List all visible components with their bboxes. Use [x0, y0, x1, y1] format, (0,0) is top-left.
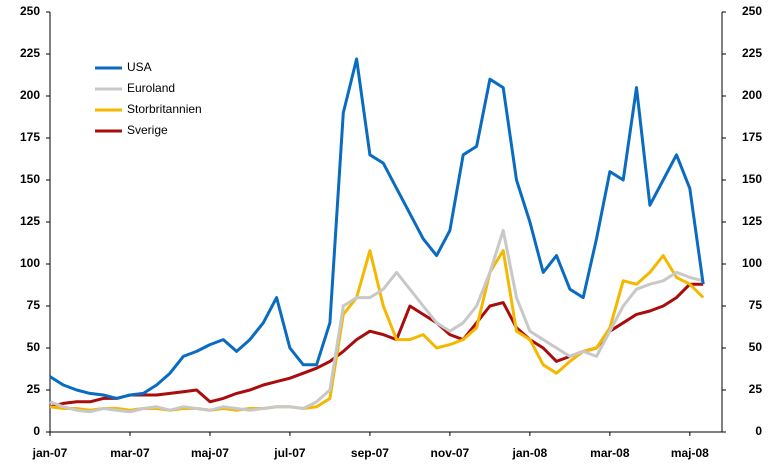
legend [90, 55, 250, 143]
x-tick-label: nov-07 [431, 446, 470, 460]
x-tick-label: mar-08 [590, 446, 630, 460]
series-line [49, 57, 705, 400]
x-tick-label: jul-07 [273, 446, 306, 460]
y-tick-label: 0 [33, 424, 40, 438]
legend-label: Euroland [127, 81, 175, 95]
y-tick-label: 25 [27, 382, 41, 396]
y2-tick-label: 125 [742, 214, 762, 228]
x-tick-label: sep-07 [351, 446, 389, 460]
y2-tick-label: 150 [742, 172, 762, 186]
y2-tick-label: 175 [742, 130, 762, 144]
series-line [49, 249, 705, 412]
series-line [49, 228, 704, 414]
legend-label: USA [127, 60, 152, 74]
y2-tick-label: 50 [749, 340, 763, 354]
y2-tick-label: 75 [749, 298, 763, 312]
legend-label: Storbritannien [127, 102, 202, 116]
y-tick-label: 150 [20, 172, 40, 186]
y-tick-label: 100 [20, 256, 40, 270]
y-tick-label: 250 [20, 4, 40, 18]
series-line [49, 282, 704, 409]
x-tick-label: mar-07 [110, 446, 150, 460]
y-tick-label: 225 [20, 46, 40, 60]
x-tick-label: maj-07 [191, 446, 229, 460]
y-tick-label: 50 [27, 340, 41, 354]
y2-tick-label: 0 [755, 424, 762, 438]
y-tick-label: 75 [27, 298, 41, 312]
y2-tick-label: 250 [742, 4, 762, 18]
y-tick-label: 200 [20, 88, 40, 102]
y-tick-label: 175 [20, 130, 40, 144]
y2-tick-label: 100 [742, 256, 762, 270]
y2-tick-label: 225 [742, 46, 762, 60]
legend-label: Sverige [127, 123, 168, 137]
y-tick-label: 125 [20, 214, 40, 228]
y2-tick-label: 25 [749, 382, 763, 396]
x-tick-label: maj-08 [671, 446, 709, 460]
x-tick-label: jan-07 [32, 446, 68, 460]
y2-tick-label: 200 [742, 88, 762, 102]
x-tick-label: jan-08 [512, 446, 548, 460]
